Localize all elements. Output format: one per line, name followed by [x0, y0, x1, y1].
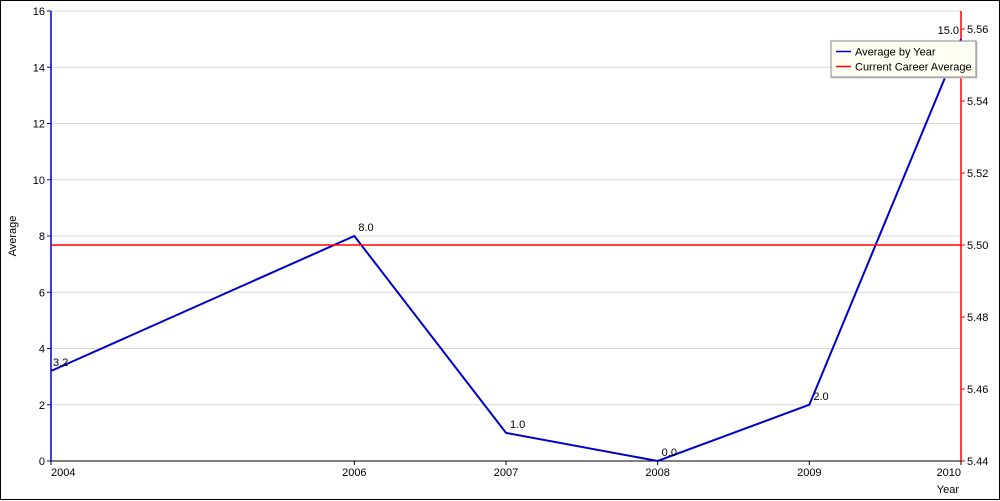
y-left-tick-label: 6 — [39, 287, 45, 299]
chart-svg: 0 2 4 6 8 10 12 14 16 5.44 5.46 5.48 5.50 5.52 5.54 5.5… — [1, 1, 1000, 501]
x-tick-label: 2008 — [645, 467, 669, 479]
data-point-label: 15.0 — [938, 25, 959, 37]
y-right-tick-label: 5.44 — [967, 456, 988, 468]
y-left-tick-label: 16 — [33, 6, 45, 18]
x-tick-label: 2004 — [51, 467, 75, 479]
y-left-tick-label: 10 — [33, 175, 45, 187]
y-right-tick-label: 5.46 — [967, 384, 988, 396]
x-tick-label: 2010 — [937, 467, 961, 479]
data-point-label: 2.0 — [813, 391, 828, 403]
y-right-tick-label: 5.48 — [967, 312, 988, 324]
legend-label: Current Career Average — [855, 62, 972, 74]
data-point-label: 8.0 — [358, 222, 373, 234]
x-tick-label: 2006 — [342, 467, 366, 479]
y-left-tick-label: 2 — [39, 400, 45, 412]
y-left-tick-label: 4 — [39, 344, 45, 356]
y-left-tick-label: 8 — [39, 231, 45, 243]
x-tick-label: 2009 — [797, 467, 821, 479]
data-point-label: 0.0 — [662, 447, 677, 459]
y-left-tick-label: 0 — [39, 456, 45, 468]
x-axis-title: Year — [937, 484, 960, 496]
legend-label: Average by Year — [855, 47, 936, 59]
y-right-tick-label: 5.52 — [967, 168, 988, 180]
y-left-tick-label: 12 — [33, 119, 45, 131]
x-tick-label: 2007 — [494, 467, 518, 479]
chart-container: 0 2 4 6 8 10 12 14 16 5.44 5.46 5.48 5.50 5.52 5.54 5.5… — [0, 0, 1000, 500]
y-right-tick-label: 5.54 — [967, 96, 988, 108]
y-axis-left-title: Average — [7, 216, 19, 257]
y-right-tick-label: 5.56 — [967, 24, 988, 36]
y-right-tick-label: 5.50 — [967, 240, 988, 252]
data-point-label: 3.2 — [53, 357, 68, 369]
data-point-label: 1.0 — [510, 419, 525, 431]
y-left-tick-label: 14 — [33, 62, 45, 74]
